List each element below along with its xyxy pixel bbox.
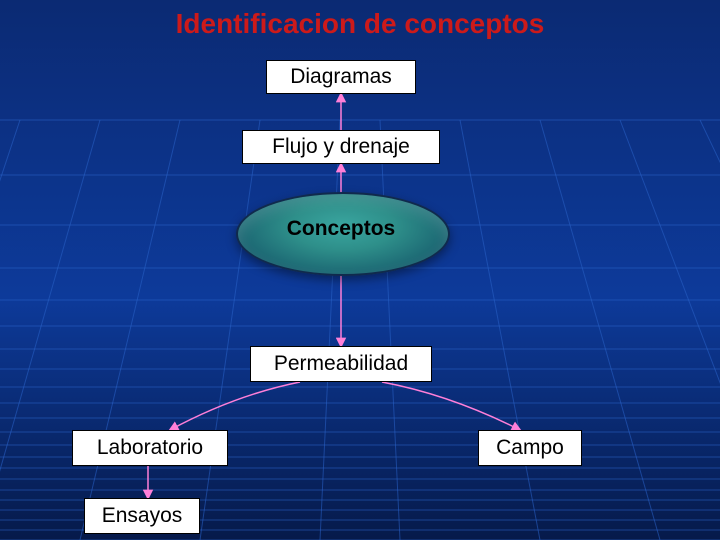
diagram-stage: Identificacion de conceptos Diagramas Fl… <box>0 0 720 540</box>
node-diagramas-label: Diagramas <box>290 65 392 89</box>
edge-permeabilidad-to-laboratorio <box>170 382 300 430</box>
node-ensayos-label: Ensayos <box>102 504 183 528</box>
node-flujo: Flujo y drenaje <box>242 130 440 164</box>
node-flujo-label: Flujo y drenaje <box>272 135 410 159</box>
edge-permeabilidad-to-campo <box>382 382 520 430</box>
node-diagramas: Diagramas <box>266 60 416 94</box>
node-laboratorio-label: Laboratorio <box>97 436 203 460</box>
node-laboratorio: Laboratorio <box>72 430 228 466</box>
node-ensayos: Ensayos <box>84 498 200 534</box>
node-permeabilidad: Permeabilidad <box>250 346 432 382</box>
node-conceptos: Conceptos <box>236 192 446 272</box>
node-campo: Campo <box>478 430 582 466</box>
slide-title: Identificacion de conceptos <box>0 8 720 40</box>
node-conceptos-label: Conceptos <box>236 217 446 241</box>
node-permeabilidad-label: Permeabilidad <box>274 352 408 376</box>
node-campo-label: Campo <box>496 436 564 460</box>
